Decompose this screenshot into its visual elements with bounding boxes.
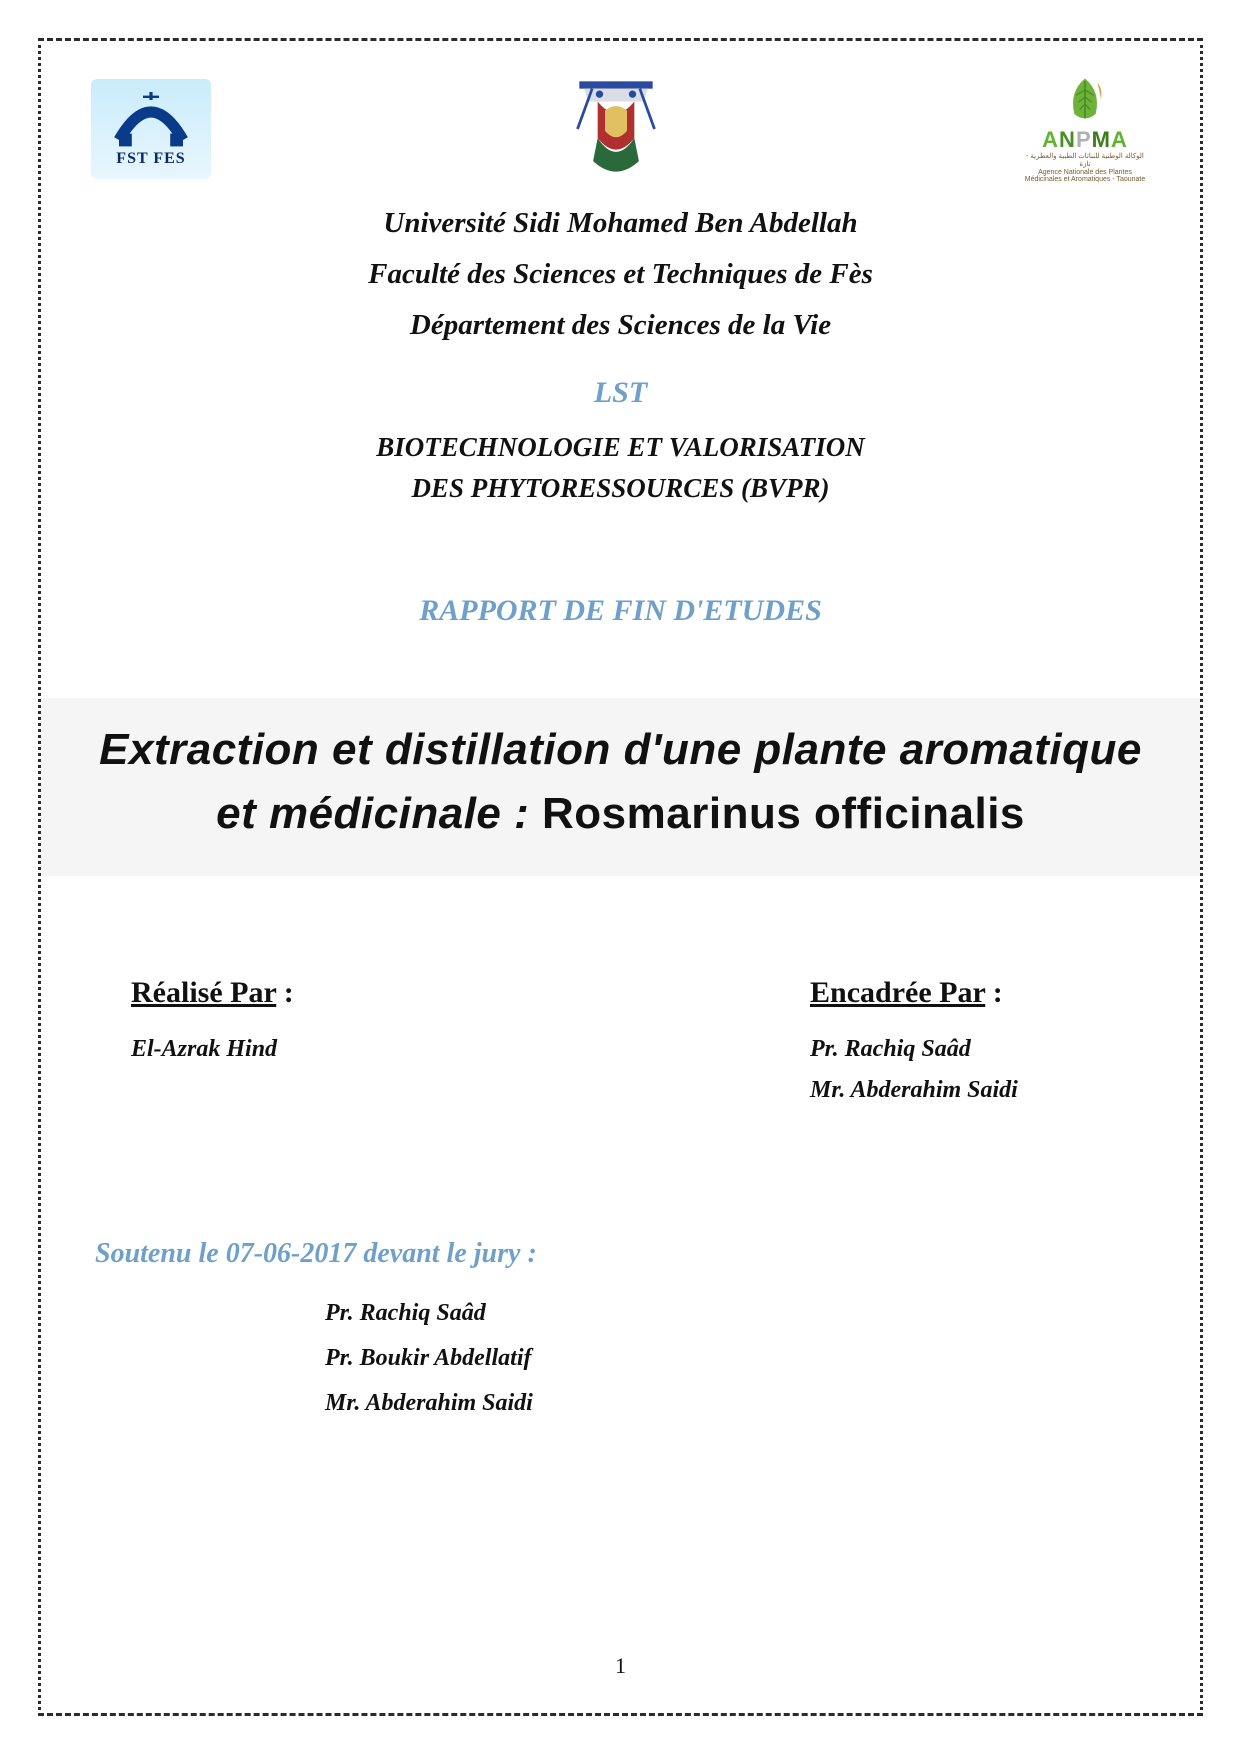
anpma-letter-m: M [1092, 127, 1111, 152]
anpma-letter-n: N [1059, 127, 1076, 152]
anpma-leaf-icon [1055, 74, 1115, 127]
jury-heading: Soutenu le 07-06-2017 devant le jury : [95, 1238, 1150, 1270]
logo-row: FST FES [91, 69, 1150, 189]
jury-list: Pr. Rachiq Saâd Pr. Boukir Abdellatif Mr… [325, 1300, 1150, 1417]
encadree-par-label: Encadrée Par [810, 976, 985, 1009]
encadree-par-heading: Encadrée Par : [810, 976, 1110, 1010]
report-title: Extraction et distillation d'une plante … [81, 718, 1160, 846]
logo-university [556, 69, 676, 189]
anpma-sub-fr: Agence Nationale des Plantes Médicinales… [1020, 169, 1150, 184]
jury-section: Soutenu le 07-06-2017 devant le jury : P… [95, 1238, 1150, 1417]
page-number: 1 [41, 1653, 1200, 1679]
university-line: Université Sidi Mohamed Ben Abdellah [91, 207, 1150, 240]
header-block: Université Sidi Mohamed Ben Abdellah Fac… [91, 207, 1150, 628]
program-line-1: BIOTECHNOLOGIE ET VALORISATION [91, 432, 1150, 463]
jury-member-3: Mr. Abderahim Saidi [325, 1390, 1150, 1417]
anpma-letter-a2: A [1111, 127, 1128, 152]
anpma-logo-graphic: ANPMA الوكالة الوطنية للنباتات الطبية وا… [1020, 74, 1150, 184]
logo-fst: FST FES [91, 79, 211, 179]
fst-logo-graphic: FST FES [91, 79, 211, 179]
fst-label: FST FES [116, 150, 185, 168]
anpma-letter-a1: A [1042, 127, 1059, 152]
jury-member-1: Pr. Rachiq Saâd [325, 1300, 1150, 1327]
anpma-letter-p: P [1076, 127, 1092, 152]
people-section: Réalisé Par : El-Azrak Hind Encadrée Par… [131, 976, 1110, 1118]
realise-par-label: Réalisé Par [131, 976, 276, 1009]
supervisor-1: Pr. Rachiq Saâd [810, 1036, 1110, 1063]
supervisor-2: Mr. Abderahim Saidi [810, 1077, 1110, 1104]
department-line: Département des Sciences de la Vie [91, 309, 1150, 342]
faculty-line: Faculté des Sciences et Techniques de Fè… [91, 258, 1150, 291]
encadree-par-colon: : [985, 976, 1003, 1009]
page-frame: FST FES [38, 38, 1203, 1716]
title-species-part: Rosmarinus officinalis [542, 789, 1025, 838]
university-emblem [556, 69, 676, 189]
realise-par-colon: : [276, 976, 294, 1009]
realise-par-col: Réalisé Par : El-Azrak Hind [131, 976, 431, 1118]
anpma-wordmark: ANPMA [1042, 127, 1128, 153]
logo-anpma: ANPMA الوكالة الوطنية للنباتات الطبية وا… [1020, 74, 1150, 184]
rapport-heading: RAPPORT DE FIN D'ETUDES [91, 594, 1150, 628]
program-line-2: DES PHYTORESSOURCES (BVPR) [91, 473, 1150, 504]
jury-member-2: Pr. Boukir Abdellatif [325, 1345, 1150, 1372]
realise-par-heading: Réalisé Par : [131, 976, 431, 1010]
lst-label: LST [91, 376, 1150, 410]
author-name: El-Azrak Hind [131, 1036, 431, 1063]
university-emblem-icon [561, 74, 671, 184]
title-band: Extraction et distillation d'une plante … [41, 698, 1200, 876]
fst-arch-icon [111, 90, 191, 150]
encadree-par-col: Encadrée Par : Pr. Rachiq Saâd Mr. Abder… [810, 976, 1110, 1118]
anpma-sub-ar: الوكالة الوطنية للنباتات الطبية والعطرية… [1020, 153, 1150, 168]
